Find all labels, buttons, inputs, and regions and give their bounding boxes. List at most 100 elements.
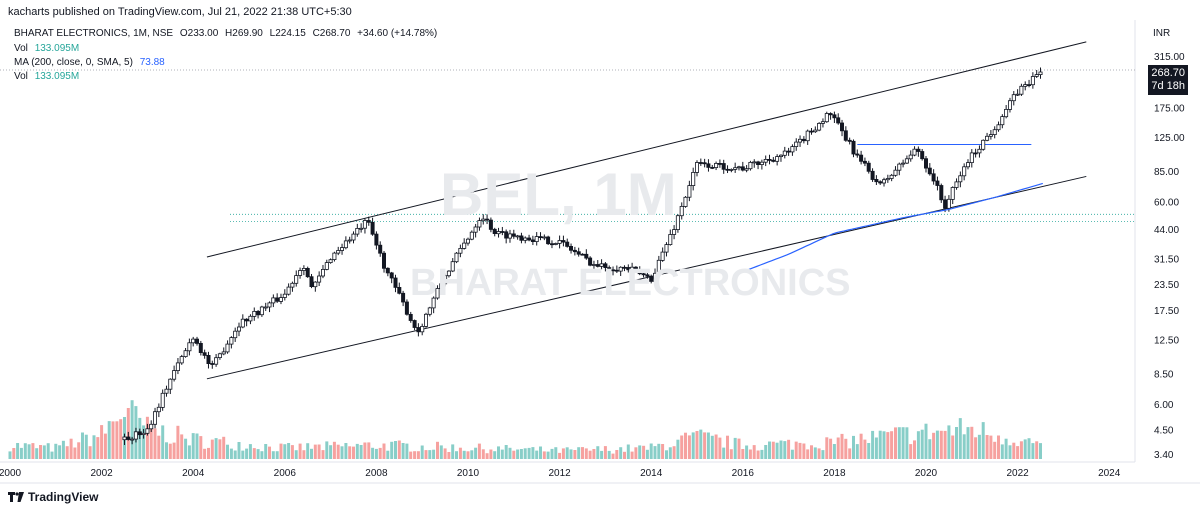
ma-legend[interactable]: MA (200, close, 0, SMA, 5) 73.88 — [14, 57, 165, 68]
volume-bar — [268, 446, 271, 459]
candle-body — [859, 154, 864, 162]
volume-bar — [665, 450, 668, 459]
symbol-name: BHARAT ELECTRONICS, 1M, NSE — [14, 28, 174, 39]
candle-body — [737, 166, 742, 169]
candle-body — [370, 221, 375, 235]
candle-body — [145, 428, 150, 434]
x-tick-label: 2020 — [915, 468, 938, 479]
candle-body — [733, 167, 738, 170]
volume-bar — [649, 443, 653, 459]
candle-body — [790, 146, 795, 153]
volume-bar — [642, 445, 646, 459]
candle-body — [786, 150, 791, 153]
volume-bar — [1012, 442, 1016, 459]
volume-bar — [161, 425, 165, 459]
volume-bar — [855, 444, 859, 459]
volume-bar — [84, 434, 88, 459]
candle-body — [557, 240, 562, 244]
candle-body — [988, 134, 993, 137]
volume-bar — [374, 448, 378, 459]
candle-body — [530, 239, 535, 242]
candle-body — [156, 406, 161, 413]
candle-body — [618, 266, 623, 272]
volume-bar — [275, 451, 279, 459]
volume-bar — [111, 421, 115, 459]
volume-bar — [187, 445, 191, 459]
volume-bar — [935, 430, 939, 459]
volume-bar — [165, 442, 168, 459]
volume-bar — [96, 437, 100, 459]
candle-body — [298, 270, 303, 276]
candle-body — [427, 307, 432, 315]
volume-bar — [672, 446, 676, 459]
tradingview-logo[interactable]: TradingView — [8, 490, 98, 504]
candle-body — [565, 241, 570, 247]
volume-bar — [981, 422, 985, 459]
volume-bar — [287, 443, 291, 459]
volume-bar — [878, 430, 882, 459]
volume-bar — [23, 443, 27, 459]
volume-bar — [573, 450, 577, 459]
y-tick-label: 31.50 — [1154, 254, 1179, 265]
volume-bar — [657, 443, 661, 459]
y-tick-label: 12.50 — [1154, 336, 1179, 347]
volume-bar — [115, 421, 119, 459]
candle-body — [397, 286, 402, 294]
volume-bar — [600, 450, 604, 459]
volume-bar — [890, 431, 894, 459]
volume-bar — [989, 435, 993, 459]
volume-bar — [405, 443, 409, 459]
candle-body — [958, 175, 963, 183]
volume-bar — [790, 449, 794, 459]
candle-body — [882, 179, 887, 184]
volume-bar — [153, 428, 157, 459]
candle-body — [1004, 109, 1009, 118]
candle-body — [187, 342, 192, 352]
volume-bar — [554, 447, 558, 459]
volume-bar — [588, 450, 592, 459]
volume-bar — [191, 433, 195, 459]
candle-body — [393, 277, 398, 288]
volume-bar — [19, 447, 23, 459]
candle-body — [794, 141, 799, 148]
candle-body — [324, 262, 329, 270]
candle-body — [523, 237, 528, 241]
volume-bar — [81, 432, 84, 459]
volume-bar — [722, 447, 726, 459]
candle-body — [1011, 94, 1016, 102]
currency-label: INR — [1153, 28, 1171, 39]
candle-body — [133, 431, 138, 440]
volume-bar — [546, 451, 550, 459]
volume-bar — [752, 445, 756, 459]
volume-bar — [489, 449, 493, 459]
volume-bar — [561, 448, 565, 459]
candle-body — [683, 196, 688, 207]
volume-bar — [31, 443, 35, 459]
candle-body — [546, 236, 551, 245]
candle-body — [225, 343, 230, 353]
candle-body — [985, 135, 990, 141]
volume-bar — [103, 433, 107, 459]
candle-body — [660, 251, 665, 261]
volume-bar — [39, 445, 42, 459]
candle-body — [294, 275, 299, 284]
volume-bar — [955, 427, 958, 459]
x-tick-label: 2010 — [457, 468, 480, 479]
vol-legend[interactable]: Vol 133.095M — [14, 43, 79, 54]
volume-bar — [729, 449, 733, 459]
candle-body — [320, 268, 325, 277]
volume-bar — [145, 416, 149, 459]
volume-bar — [306, 443, 310, 459]
candle-body — [580, 253, 585, 256]
volume-bar — [237, 442, 241, 459]
candle-body — [305, 267, 310, 278]
volume-bar — [802, 443, 806, 459]
x-tick-label: 2016 — [732, 468, 755, 479]
candle-body — [168, 378, 173, 390]
tradingview-icon — [8, 492, 24, 502]
candle-body — [1019, 85, 1024, 95]
volume-bar — [897, 427, 901, 459]
volume-bar — [519, 449, 523, 459]
vol2-legend[interactable]: Vol 133.095M — [14, 71, 79, 82]
